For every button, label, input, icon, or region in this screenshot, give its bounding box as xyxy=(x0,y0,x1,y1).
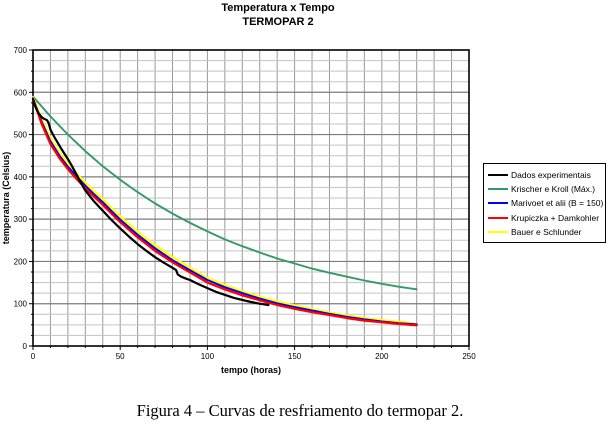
curve-krupiczka-damkohler xyxy=(31,97,418,327)
y-tick-label: 400 xyxy=(14,173,28,182)
y-tick-label: 100 xyxy=(14,300,28,309)
y-tick-label: 0 xyxy=(23,342,28,351)
legend-line-swatch xyxy=(488,216,508,219)
x-tick-label: 150 xyxy=(288,352,302,361)
legend-item: Marivoet et alii (B = 150) xyxy=(488,196,603,210)
legend-line-swatch xyxy=(488,202,508,205)
x-tick-label: 250 xyxy=(462,352,476,361)
chart-title: Temperatura x Tempo TERMOPAR 2 xyxy=(0,2,556,29)
chart-title-line2: TERMOPAR 2 xyxy=(242,15,314,28)
legend-label: Marivoet et alii (B = 150) xyxy=(511,198,604,209)
figure-caption: Figura 4 – Curvas de resfriamento do ter… xyxy=(136,401,464,420)
y-axis-title: temperatura (Celsius) xyxy=(1,152,11,245)
legend-item: Krupiczka + Damkohler xyxy=(488,211,603,225)
y-tick-label: 600 xyxy=(14,88,28,97)
y-tick-label: 200 xyxy=(14,257,28,266)
legend-label: Dados experimentais xyxy=(511,170,591,181)
legend-item: Bauer e Schlunder xyxy=(488,225,603,239)
legend-label: Krupiczka + Damkohler xyxy=(511,212,600,223)
legend-item: Dados experimentais xyxy=(488,168,603,182)
x-tick-label: 50 xyxy=(116,352,125,361)
curve-marivoet-et-alii-b-150 xyxy=(32,97,418,326)
legend-label: Bauer e Schlunder xyxy=(511,226,582,237)
y-tick-label: 700 xyxy=(14,46,28,55)
x-tick-label: 0 xyxy=(31,352,36,361)
y-tick-label: 300 xyxy=(14,215,28,224)
x-tick-label: 100 xyxy=(201,352,215,361)
x-axis-title: tempo (horas) xyxy=(221,365,281,375)
legend-item: Krischer e Kroll (Máx.) xyxy=(488,182,603,196)
curve-dados-experimentais xyxy=(31,97,270,307)
legend-label: Krischer e Kroll (Máx.) xyxy=(511,184,596,195)
legend-line-swatch xyxy=(488,174,508,177)
legend-line-swatch xyxy=(488,188,508,191)
y-tick-label: 500 xyxy=(14,131,28,140)
chart-title-line1: Temperatura x Tempo xyxy=(221,2,335,14)
curve-krischer-e-kroll-m-x xyxy=(32,95,418,291)
legend-line-swatch xyxy=(488,230,508,233)
x-tick-label: 200 xyxy=(375,352,389,361)
legend: Dados experimentais Krischer e Kroll (Máx… xyxy=(483,163,606,243)
